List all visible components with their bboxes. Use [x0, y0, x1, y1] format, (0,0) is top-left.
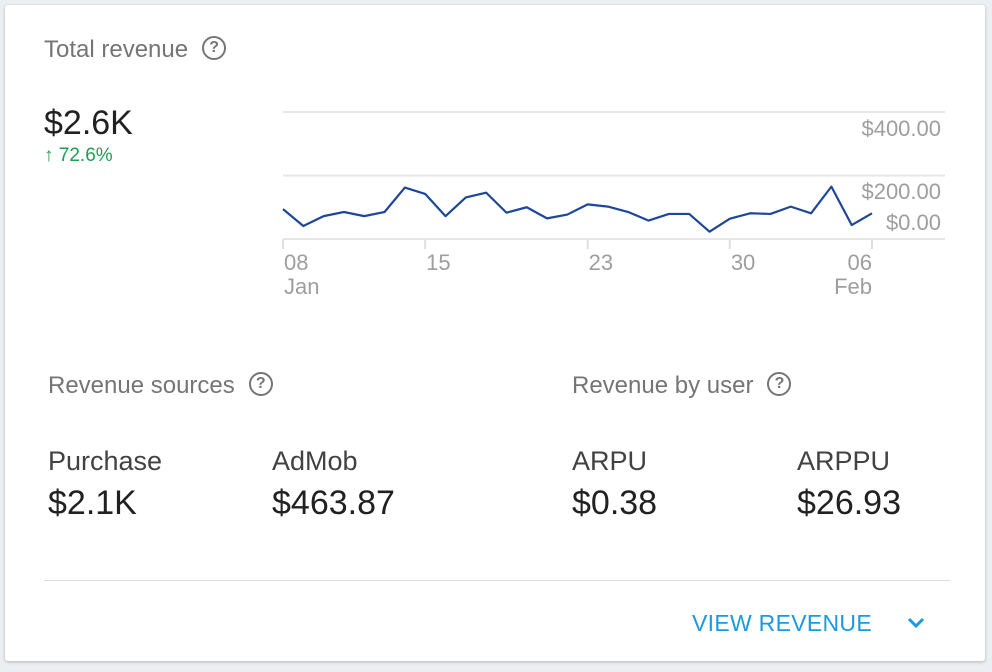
chevron-down-icon[interactable]	[905, 612, 927, 634]
x-tick-month: Jan	[284, 274, 319, 299]
x-tick-label: 30	[731, 250, 755, 275]
y-tick-label: $400.00	[861, 116, 941, 141]
y-tick-label: $200.00	[861, 179, 941, 204]
total-revenue-value: $2.6K	[44, 104, 133, 142]
arppu-value: $26.93	[797, 484, 901, 522]
x-tick-label: 08	[284, 250, 308, 275]
by-user-title: Revenue by user	[572, 372, 754, 399]
admob-label: AdMob	[272, 446, 358, 476]
x-tick-label: 06	[848, 250, 872, 275]
purchase-label: Purchase	[48, 446, 163, 476]
x-tick-label: 23	[589, 250, 613, 275]
arpu-value: $0.38	[572, 484, 658, 522]
x-tick-month: Feb	[834, 274, 872, 299]
divider	[44, 580, 950, 581]
revenue-sources-heading: Revenue sources?	[48, 371, 273, 400]
admob-value: $463.87	[272, 484, 395, 522]
view-revenue-link[interactable]: VIEW REVENUE	[692, 610, 872, 636]
help-circle-icon[interactable]: ?	[248, 371, 273, 396]
revenue-line	[282, 185, 873, 233]
x-tick-label: 15	[426, 250, 450, 275]
change-badge: ↑ 72.6%	[44, 145, 113, 167]
help-circle-icon[interactable]: ?	[767, 371, 792, 396]
change-value: 72.6%	[58, 145, 113, 166]
y-tick-label: $0.00	[886, 210, 941, 235]
total-revenue-heading: Total revenue?	[44, 35, 227, 64]
revenue-by-user-heading: Revenue by user?	[572, 371, 792, 400]
arrow-up-icon: ↑	[44, 145, 54, 166]
revenue-card	[5, 5, 985, 661]
help-circle-icon[interactable]: ?	[202, 35, 227, 60]
arpu-label: ARPU	[572, 446, 648, 476]
sources-title: Revenue sources	[48, 372, 235, 399]
purchase-value: $2.1K	[48, 484, 137, 522]
title-text: Total revenue	[44, 36, 189, 63]
arppu-label: ARPPU	[797, 446, 891, 476]
